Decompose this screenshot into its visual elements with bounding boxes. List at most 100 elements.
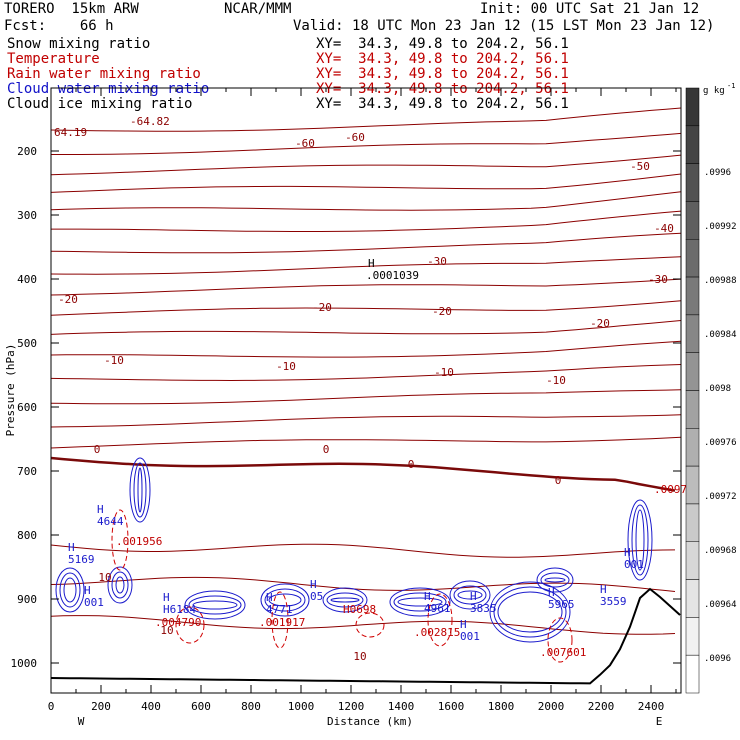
contour-layer bbox=[50, 107, 682, 685]
cloud-value-label: 3835 bbox=[470, 602, 497, 615]
isotherm bbox=[50, 576, 676, 592]
x-tick-label: 1600 bbox=[438, 700, 465, 713]
colorbar-tick-label: .00992 bbox=[704, 222, 737, 232]
colorbar-tick-label: .00972 bbox=[704, 492, 737, 502]
rain-contour bbox=[111, 509, 129, 571]
forecast-hour: Fcst: 66 h bbox=[4, 18, 114, 34]
field-xy-temperature: XY= 34.3, 49.8 to 204.2, 56.1 bbox=[316, 51, 569, 67]
isotherm-label: -60 bbox=[345, 131, 365, 144]
contour-labels: -60 -60 -50 -40 -30 -30 -20 -20 -20 -20 -10 -10 -10 -… bbox=[54, 115, 687, 663]
isotherm bbox=[50, 389, 682, 405]
y-tick-label: 800 bbox=[17, 529, 37, 542]
rain-contour bbox=[427, 593, 453, 647]
isotherm bbox=[50, 414, 682, 428]
cloud-water-contour bbox=[55, 567, 85, 613]
colorbar-tick-label: .00968 bbox=[704, 546, 737, 556]
colorbar-swatch bbox=[685, 390, 700, 429]
cloud-value-label: 4771 bbox=[266, 603, 293, 616]
y-tick-label: 1000 bbox=[11, 657, 38, 670]
y-tick-label: 300 bbox=[17, 209, 37, 222]
isotherm bbox=[50, 340, 682, 358]
cloud-water-contour bbox=[449, 580, 491, 610]
colorbar-swatch bbox=[685, 201, 700, 240]
x-tick-label: 2400 bbox=[638, 700, 665, 713]
field-name-temperature: Temperature bbox=[7, 51, 100, 67]
field-name-cloud-water: Cloud water mixing ratio bbox=[7, 81, 210, 97]
cloud-water-contour bbox=[133, 462, 147, 518]
colorbar-tick-label: .0096 bbox=[704, 654, 731, 664]
field-xy-snow: XY= 34.3, 49.8 to 204.2, 56.1 bbox=[316, 36, 569, 52]
east-label: E bbox=[656, 715, 663, 728]
cloud-water-contour bbox=[59, 572, 81, 608]
colorbar-tick-label: .00964 bbox=[704, 600, 737, 610]
rain-contour bbox=[355, 612, 385, 638]
org-label: NCAR/MMM bbox=[224, 1, 292, 17]
cloud-max-marker: H bbox=[460, 618, 467, 631]
cloud-value-label: 4644 bbox=[97, 515, 124, 528]
y-tick-label: 900 bbox=[17, 593, 37, 606]
isotherm-label: -20 bbox=[432, 305, 452, 318]
max-value-label: 64.19 bbox=[54, 126, 87, 139]
isotherm bbox=[50, 543, 676, 558]
isotherm bbox=[51, 132, 682, 155]
cloud-water-contour bbox=[111, 571, 129, 599]
x-tick-label: 200 bbox=[91, 700, 111, 713]
upper-max-label: .0001039 bbox=[366, 269, 419, 282]
colorbar-tick-label: .0098 bbox=[704, 384, 731, 394]
isotherm bbox=[50, 107, 682, 132]
isotherm-label: -20 bbox=[590, 317, 610, 330]
isotherm-label: -50 bbox=[630, 160, 650, 173]
colorbar-swatch bbox=[685, 654, 700, 694]
axes-layer: 0 200 400 600 800 1000 1200 1400 1600 1800 2000 220… bbox=[11, 88, 681, 713]
isotherm bbox=[50, 278, 682, 296]
cloud-water-contour bbox=[493, 586, 567, 638]
field-xy-rain: XY= 34.3, 49.8 to 204.2, 56.1 bbox=[316, 66, 569, 82]
isotherm bbox=[50, 320, 682, 335]
isotherm bbox=[51, 210, 682, 232]
cloud-max-marker: H bbox=[424, 590, 431, 603]
cloud-water-contour bbox=[322, 587, 368, 613]
isotherm-label: 0 bbox=[408, 458, 415, 471]
colorbar-tick-label: .00976 bbox=[704, 438, 737, 448]
isotherm-label: -40 bbox=[654, 222, 674, 235]
colorbar-swatch bbox=[685, 87, 700, 127]
colorbar-swatch bbox=[685, 125, 700, 164]
cloud-value-label: 5169 bbox=[68, 553, 95, 566]
isotherm bbox=[50, 436, 682, 449]
rain-value-label: .002815 bbox=[414, 626, 460, 639]
isotherm-label: -10 bbox=[434, 366, 454, 379]
cloud-value-label: 3559 bbox=[600, 595, 627, 608]
rain-value-label: .004790 bbox=[155, 616, 201, 629]
cloud-value-label: 001 bbox=[460, 630, 480, 643]
cloud-water-contour bbox=[184, 590, 246, 620]
y-tick-label: 500 bbox=[17, 337, 37, 350]
isotherm-label: -20 bbox=[58, 293, 78, 306]
cloud-water-contour bbox=[457, 590, 483, 600]
isotherm bbox=[50, 173, 682, 193]
cloud-water-contour bbox=[137, 467, 143, 513]
colorbar-swatch bbox=[685, 276, 700, 316]
isotherm-label: 0 bbox=[323, 443, 330, 456]
cloud-water-contour bbox=[107, 566, 133, 604]
isotherm bbox=[50, 191, 682, 211]
colorbar-swatch bbox=[685, 163, 700, 202]
init-time: Init: 00 UTC Sat 21 Jan 12 bbox=[480, 1, 700, 17]
y-tick-label: 400 bbox=[17, 273, 37, 286]
cloud-water-contour bbox=[397, 597, 443, 607]
cloud-water-contour bbox=[326, 592, 364, 608]
cloud-max-marker: H bbox=[310, 578, 317, 591]
isotherm-label: -10 bbox=[276, 360, 296, 373]
colorbar-swatch bbox=[685, 239, 700, 278]
cloud-water-contour bbox=[489, 581, 571, 643]
isotherm-label: -20 bbox=[312, 301, 332, 314]
cloud-water-contour bbox=[536, 567, 574, 593]
cloud-value-label: 001 bbox=[624, 558, 644, 571]
isotherm-label: -10 bbox=[104, 354, 124, 367]
isotherm-label: -30 bbox=[427, 255, 447, 268]
colorbar-tick-label: .0996 bbox=[704, 168, 731, 178]
colorbar-swatch bbox=[685, 503, 700, 542]
cloud-water-contour bbox=[627, 499, 653, 581]
cloud-water-contour bbox=[540, 572, 570, 588]
x-tick-label: 400 bbox=[141, 700, 161, 713]
